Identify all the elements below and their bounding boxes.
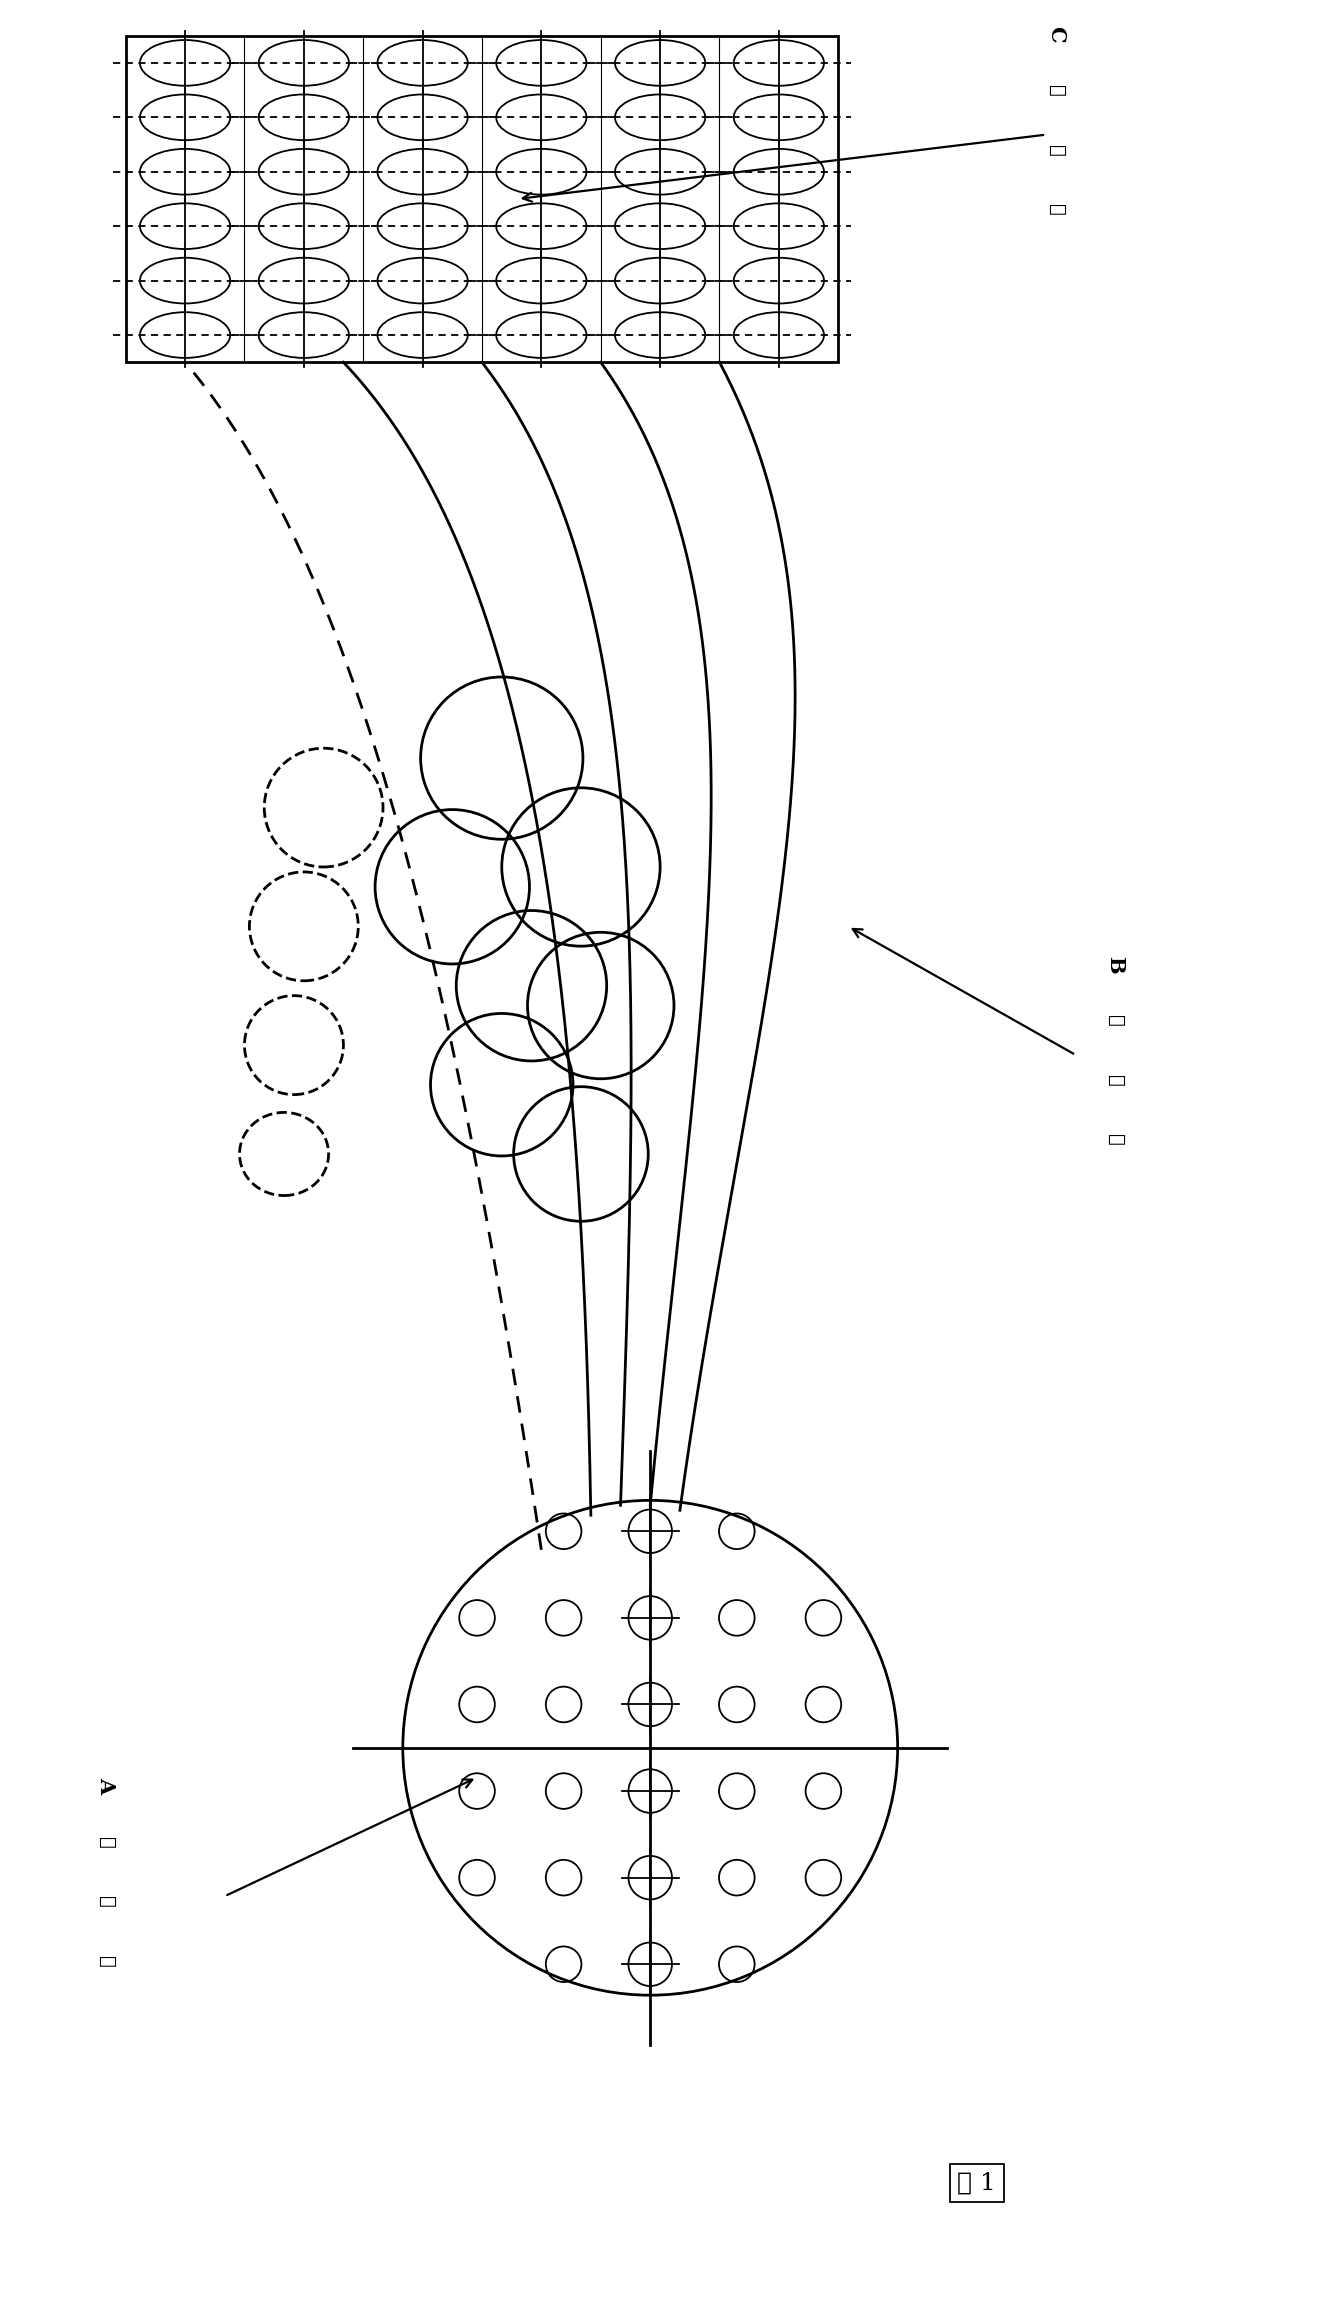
Text: 端: 端 — [97, 1956, 115, 1968]
Text: 输: 输 — [1047, 85, 1066, 97]
Text: 纤: 纤 — [1106, 1074, 1125, 1087]
Text: 端: 端 — [1047, 205, 1066, 217]
Text: 入: 入 — [97, 1896, 115, 1908]
Text: 出: 出 — [1047, 145, 1066, 157]
Text: A: A — [95, 1776, 115, 1795]
Text: 图 1: 图 1 — [957, 2173, 996, 2196]
Text: C: C — [1045, 25, 1066, 41]
Text: B: B — [1106, 956, 1126, 975]
Text: 束: 束 — [1106, 1134, 1125, 1145]
Text: 输: 输 — [97, 1836, 115, 1848]
Text: 光: 光 — [1106, 1016, 1125, 1028]
Bar — [126, 35, 839, 362]
